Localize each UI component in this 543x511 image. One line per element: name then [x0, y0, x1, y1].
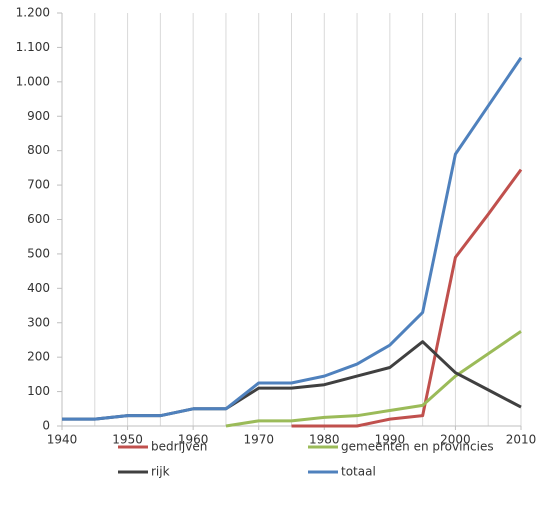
legend-label: totaal — [341, 465, 376, 479]
x-tick-label: 1940 — [47, 433, 78, 447]
legend-label: rijk — [151, 465, 170, 479]
y-tick-label: 800 — [27, 143, 50, 157]
x-tick-label: 1990 — [375, 433, 406, 447]
y-tick-label: 300 — [27, 315, 50, 329]
series-line — [62, 56, 523, 421]
x-tick-label: 1960 — [178, 433, 209, 447]
x-tick-label: 1980 — [309, 433, 340, 447]
y-tick-label: 200 — [27, 350, 50, 364]
y-tick-label: 600 — [27, 212, 50, 226]
y-tick-label: 700 — [27, 178, 50, 192]
y-tick-label: 1.100 — [16, 40, 50, 54]
y-tick-label: 400 — [27, 281, 50, 295]
x-tick-label: 1950 — [112, 433, 143, 447]
legend-label: bedrijven — [151, 440, 207, 454]
y-tick-label: 1.200 — [16, 6, 50, 20]
x-tick-label: 1970 — [243, 433, 274, 447]
x-tick-label: 2000 — [440, 433, 471, 447]
x-tick-label: 2010 — [506, 433, 537, 447]
legend-label: gemeenten en provincies — [341, 440, 494, 454]
y-tick-label: 500 — [27, 246, 50, 260]
y-tick-label: 0 — [42, 419, 50, 433]
y-tick-label: 100 — [27, 384, 50, 398]
series-line — [291, 168, 523, 428]
series-line — [225, 330, 522, 428]
y-tick-label: 900 — [27, 109, 50, 123]
y-tick-label: 1.000 — [16, 74, 50, 88]
